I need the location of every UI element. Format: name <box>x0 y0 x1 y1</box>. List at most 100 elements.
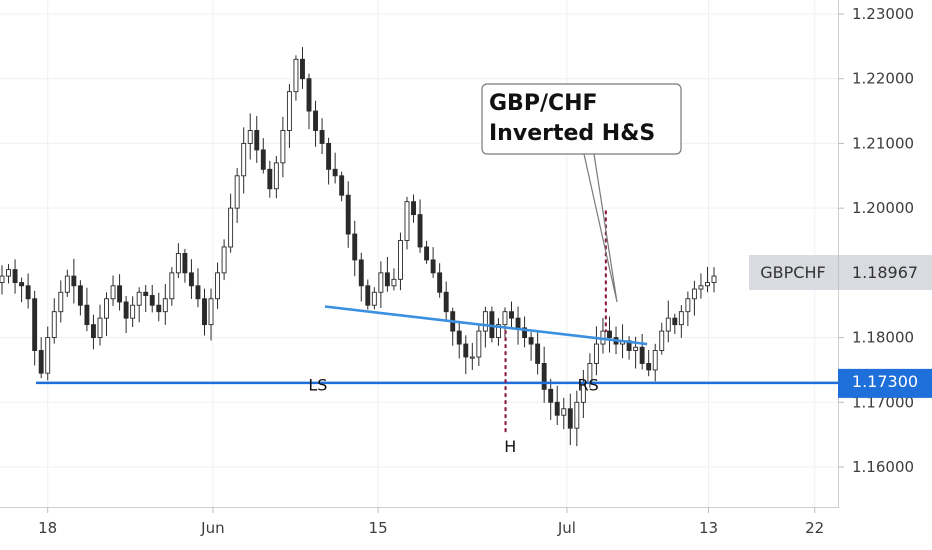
candle <box>639 334 645 370</box>
candle <box>574 390 580 447</box>
candle <box>404 196 410 250</box>
candle <box>659 322 665 355</box>
candle <box>450 307 456 346</box>
candle <box>202 288 207 336</box>
candle <box>195 268 201 308</box>
candle <box>495 318 501 346</box>
candle <box>273 155 279 199</box>
callout[interactable]: GBP/CHF Inverted H&S <box>481 83 682 303</box>
support-price-value: 1.17300 <box>852 372 918 391</box>
candle <box>456 320 462 359</box>
candle <box>672 313 678 335</box>
candle <box>64 269 70 297</box>
candle <box>326 137 332 185</box>
candle <box>280 116 286 178</box>
candle <box>463 335 469 375</box>
candle <box>567 393 573 446</box>
x-tick-label: 22 <box>805 519 824 537</box>
candle <box>77 280 83 316</box>
x-tick-label: Jul <box>557 519 576 537</box>
pattern-label-h: H <box>504 437 516 456</box>
candle <box>136 287 142 323</box>
y-tick-label: 1.22000 <box>852 70 914 88</box>
candle <box>300 47 305 89</box>
candle <box>593 326 599 376</box>
candle <box>371 287 377 310</box>
candle <box>175 243 181 279</box>
candle <box>339 171 345 202</box>
candle <box>221 239 227 281</box>
y-tick-label: 1.21000 <box>852 134 914 152</box>
candle <box>646 349 652 377</box>
candle <box>691 280 697 316</box>
candle <box>626 336 632 360</box>
candle <box>254 115 260 163</box>
pattern-label-rs: RS <box>577 376 598 395</box>
candle <box>71 258 77 304</box>
candle <box>58 280 64 323</box>
y-tick-label: 1.18000 <box>852 329 914 347</box>
x-tick-label: Jun <box>200 519 224 537</box>
candle <box>678 305 684 338</box>
x-tick-label: 15 <box>369 519 388 537</box>
candle <box>665 300 671 343</box>
candle <box>32 290 38 366</box>
candle <box>90 314 96 350</box>
candle <box>365 279 371 310</box>
candle <box>528 331 534 361</box>
last-price-value: 1.18967 <box>852 263 918 282</box>
candle <box>443 281 449 322</box>
candle <box>345 181 351 248</box>
candle <box>515 306 521 345</box>
candle <box>548 378 554 420</box>
candle <box>607 316 612 353</box>
candle <box>208 288 214 341</box>
candle <box>306 73 312 130</box>
y-tick-label: 1.16000 <box>852 458 914 476</box>
candle <box>554 385 560 426</box>
candle <box>358 252 364 302</box>
candle <box>286 83 292 148</box>
candle <box>162 284 168 325</box>
pattern-labels: LS H RS <box>308 376 598 456</box>
candle <box>267 160 273 198</box>
candle <box>561 397 567 430</box>
candle <box>600 317 606 354</box>
candle <box>430 247 436 278</box>
candle <box>384 256 390 292</box>
candle <box>123 295 129 334</box>
candle <box>417 199 423 253</box>
neckline-trendline[interactable] <box>324 305 648 346</box>
candle <box>476 323 482 366</box>
candle <box>0 265 5 295</box>
candle <box>84 287 90 332</box>
candle <box>19 277 25 303</box>
candle <box>228 193 234 253</box>
candle <box>234 168 240 223</box>
candle <box>711 267 717 293</box>
candle <box>25 273 31 309</box>
candlestick-series <box>0 47 717 447</box>
candle <box>482 306 488 348</box>
candle <box>319 118 325 154</box>
candle <box>469 342 475 370</box>
pattern-label-ls: LS <box>308 376 327 395</box>
candle <box>12 259 18 294</box>
candle <box>117 274 123 311</box>
last-price-symbol: GBPCHF <box>760 263 825 282</box>
x-tick-label: 18 <box>38 519 57 537</box>
candle <box>130 296 136 328</box>
candle <box>424 240 430 264</box>
candle <box>110 275 116 306</box>
last-price-badge: GBPCHF 1.18967 <box>749 255 932 290</box>
candle <box>378 261 384 308</box>
support-price-badge: 1.17300 <box>838 368 932 398</box>
candle <box>437 263 443 298</box>
candle <box>241 127 247 194</box>
candle <box>522 316 528 348</box>
candle <box>313 100 318 147</box>
candle <box>698 273 704 299</box>
candle <box>535 330 541 375</box>
candle <box>104 292 109 337</box>
